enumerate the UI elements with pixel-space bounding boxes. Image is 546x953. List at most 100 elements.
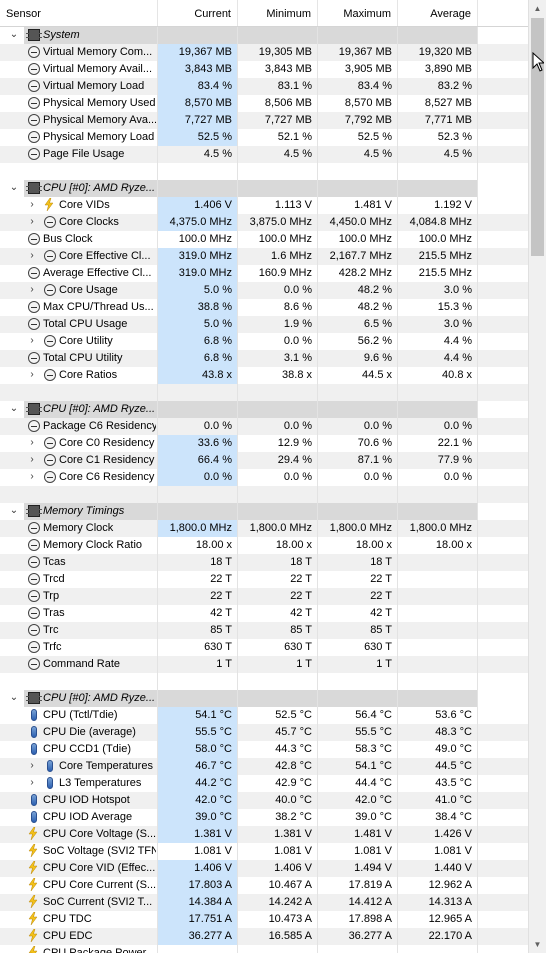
sensor-row[interactable]: Bus Clock 100.0 MHz 100.0 MHz 100.0 MHz 100.… xyxy=(0,231,528,248)
sensor-group-row[interactable]: ⌄ CPU [#0]: AMD Ryze... xyxy=(0,180,528,197)
sensor-row[interactable]: CPU IOD Hotspot 42.0 °C 40.0 °C 42.0 °C 41.0… xyxy=(0,792,528,809)
gauge-icon xyxy=(28,539,40,551)
sensor-group-row[interactable]: ⌄ CPU [#0]: AMD Ryze... xyxy=(0,401,528,418)
sensor-row[interactable]: › Core VIDs 1.406 V 1.113 V 1.481 V 1.192 V xyxy=(0,197,528,214)
sensor-row[interactable]: Trp 22 T 22 T 22 T xyxy=(0,588,528,605)
sensor-row[interactable]: CPU Die (average) 55.5 °C 45.7 °C 55.5 °C 48… xyxy=(0,724,528,741)
sensor-row[interactable]: CPU TDC 17.751 A 10.473 A 17.898 A 12.965 A xyxy=(0,911,528,928)
header-average[interactable]: Average xyxy=(398,0,478,26)
sensor-row[interactable]: Tras 42 T 42 T 42 T xyxy=(0,605,528,622)
expand-chevron-icon[interactable]: › xyxy=(30,216,34,227)
vertical-scrollbar[interactable]: ▲ ▼ xyxy=(528,0,546,953)
scroll-up-arrow-icon[interactable]: ▲ xyxy=(533,4,542,13)
sensor-row[interactable]: CPU Package Power xyxy=(0,945,528,953)
sensor-row[interactable]: Tcas 18 T 18 T 18 T xyxy=(0,554,528,571)
expand-chevron-icon[interactable]: › xyxy=(30,777,34,788)
column-divider xyxy=(397,486,398,503)
spacer-row xyxy=(0,486,528,503)
sensor-row[interactable]: › Core C1 Residency 66.4 % 29.4 % 87.1 % 77.9… xyxy=(0,452,528,469)
sensor-group-row[interactable]: ⌄ Memory Timings xyxy=(0,503,528,520)
header-sensor[interactable]: Sensor xyxy=(0,0,158,26)
sensor-row[interactable]: Trc 85 T 85 T 85 T xyxy=(0,622,528,639)
current-value: 630 T xyxy=(204,641,232,653)
sensor-row[interactable]: Physical Memory Ava... 7,727 MB 7,727 MB 7,… xyxy=(0,112,528,129)
column-divider xyxy=(477,571,478,588)
column-divider xyxy=(237,571,238,588)
minimum-value: 45.7 °C xyxy=(275,726,312,738)
sensor-row[interactable]: SoC Voltage (SVI2 TFN) 1.081 V 1.081 V 1.08… xyxy=(0,843,528,860)
sensor-row[interactable]: › L3 Temperatures 44.2 °C 42.9 °C 44.4 °C 43.… xyxy=(0,775,528,792)
current-value: 44.2 °C xyxy=(158,775,238,792)
sensor-row[interactable]: SoC Current (SVI2 T... 14.384 A 14.242 A 14… xyxy=(0,894,528,911)
collapse-chevron-icon[interactable]: ⌄ xyxy=(9,403,19,414)
sensor-row[interactable]: › Core C0 Residency 33.6 % 12.9 % 70.6 % 22.1… xyxy=(0,435,528,452)
column-divider xyxy=(317,741,318,758)
maximum-value: 83.4 % xyxy=(357,80,392,92)
sensor-row[interactable]: Trcd 22 T 22 T 22 T xyxy=(0,571,528,588)
expand-chevron-icon[interactable]: › xyxy=(30,284,34,295)
sensor-label: CPU Package Power xyxy=(43,947,147,953)
sensor-row[interactable]: › Core Ratios 43.8 x 38.8 x 44.5 x 40.8 x xyxy=(0,367,528,384)
sensor-row[interactable]: CPU IOD Average 39.0 °C 38.2 °C 39.0 °C 38.4… xyxy=(0,809,528,826)
sensor-grid[interactable]: Sensor Current Minimum Maximum Average ⌄… xyxy=(0,0,528,953)
sensor-row[interactable]: Page File Usage 4.5 % 4.5 % 4.5 % 4.5 % xyxy=(0,146,528,163)
collapse-chevron-icon[interactable]: ⌄ xyxy=(9,692,19,703)
sensor-row[interactable]: Memory Clock Ratio 18.00 x 18.00 x 18.00 x 1… xyxy=(0,537,528,554)
expand-chevron-icon[interactable]: › xyxy=(30,454,34,465)
maximum-value: 52.5 % xyxy=(357,131,392,143)
sensor-row[interactable]: CPU CCD1 (Tdie) 58.0 °C 44.3 °C 58.3 °C 49.0… xyxy=(0,741,528,758)
sensor-row[interactable]: › Core Temperatures 46.7 °C 42.8 °C 54.1 °C 4… xyxy=(0,758,528,775)
sensor-row[interactable]: CPU EDC 36.277 A 16.585 A 36.277 A 22.170 A xyxy=(0,928,528,945)
column-divider xyxy=(397,401,398,418)
column-divider xyxy=(397,911,398,928)
sensor-row[interactable]: Command Rate 1 T 1 T 1 T xyxy=(0,656,528,673)
current-value: 319.0 MHz xyxy=(158,265,238,282)
collapse-chevron-icon[interactable]: ⌄ xyxy=(9,505,19,516)
expand-chevron-icon[interactable]: › xyxy=(30,437,34,448)
average-value: 0.0 % xyxy=(443,471,472,483)
sensor-row[interactable]: Max CPU/Thread Us... 38.8 % 8.6 % 48.2 % 15.… xyxy=(0,299,528,316)
sensor-row[interactable]: Total CPU Usage 5.0 % 1.9 % 6.5 % 3.0 % xyxy=(0,316,528,333)
sensor-row[interactable]: Virtual Memory Com... 19,367 MB 19,305 MB 1… xyxy=(0,44,528,61)
expand-chevron-icon[interactable]: › xyxy=(30,199,34,210)
sensor-row[interactable]: › Core Effective Cl... 319.0 MHz 1.6 MHz 2,1… xyxy=(0,248,528,265)
sensor-row[interactable]: Trfc 630 T 630 T 630 T xyxy=(0,639,528,656)
sensor-group-row[interactable]: ⌄ System xyxy=(0,27,528,44)
header-minimum[interactable]: Minimum xyxy=(238,0,318,26)
average-value xyxy=(398,571,478,588)
column-divider xyxy=(237,197,238,214)
scrollbar-thumb[interactable] xyxy=(531,18,544,256)
current-value: 319.0 MHz xyxy=(158,248,238,265)
sensor-row[interactable]: Physical Memory Used 8,570 MB 8,506 MB 8,57… xyxy=(0,95,528,112)
sensor-group-row[interactable]: ⌄ CPU [#0]: AMD Ryze... xyxy=(0,690,528,707)
sensor-row[interactable]: Physical Memory Load 52.5 % 52.1 % 52.5 % 52… xyxy=(0,129,528,146)
sensor-row[interactable]: › Core Clocks 4,375.0 MHz 3,875.0 MHz 4,450.… xyxy=(0,214,528,231)
current-value: 52.5 % xyxy=(158,129,238,146)
collapse-chevron-icon[interactable]: ⌄ xyxy=(9,29,19,40)
sensor-row[interactable]: CPU Core VID (Effec... 1.406 V 1.406 V 1.49… xyxy=(0,860,528,877)
expand-chevron-icon[interactable]: › xyxy=(30,369,34,380)
sensor-row[interactable]: CPU Core Current (S... 17.803 A 10.467 A 17… xyxy=(0,877,528,894)
sensor-row[interactable]: CPU (Tctl/Tdie) 54.1 °C 52.5 °C 56.4 °C 53.6… xyxy=(0,707,528,724)
expand-chevron-icon[interactable]: › xyxy=(30,471,34,482)
sensor-row[interactable]: › Core Utility 6.8 % 0.0 % 56.2 % 4.4 % xyxy=(0,333,528,350)
sensor-row[interactable]: › Core Usage 5.0 % 0.0 % 48.2 % 3.0 % xyxy=(0,282,528,299)
scroll-down-arrow-icon[interactable]: ▼ xyxy=(533,940,542,949)
header-maximum[interactable]: Maximum xyxy=(318,0,398,26)
sensor-row[interactable]: Virtual Memory Avail... 3,843 MB 3,843 MB 3… xyxy=(0,61,528,78)
sensor-row[interactable]: Average Effective Cl... 319.0 MHz 160.9 MH… xyxy=(0,265,528,282)
sensor-row[interactable]: Package C6 Residency 0.0 % 0.0 % 0.0 % 0.0 % xyxy=(0,418,528,435)
sensor-row[interactable]: CPU Core Voltage (S... 1.381 V 1.381 V 1.48… xyxy=(0,826,528,843)
column-divider xyxy=(157,520,158,537)
header-current[interactable]: Current xyxy=(158,0,238,26)
sensor-row[interactable]: Virtual Memory Load 83.4 % 83.1 % 83.4 % 83.… xyxy=(0,78,528,95)
expand-chevron-icon[interactable]: › xyxy=(30,760,34,771)
sensor-row[interactable]: › Core C6 Residency 0.0 % 0.0 % 0.0 % 0.0 % xyxy=(0,469,528,486)
column-divider xyxy=(317,639,318,656)
expand-chevron-icon[interactable]: › xyxy=(30,335,34,346)
sensor-row[interactable]: Memory Clock 1,800.0 MHz 1,800.0 MHz 1,800.… xyxy=(0,520,528,537)
sensor-row[interactable]: Total CPU Utility 6.8 % 3.1 % 9.6 % 4.4 % xyxy=(0,350,528,367)
collapse-chevron-icon[interactable]: ⌄ xyxy=(9,182,19,193)
column-divider xyxy=(157,877,158,894)
expand-chevron-icon[interactable]: › xyxy=(30,250,34,261)
